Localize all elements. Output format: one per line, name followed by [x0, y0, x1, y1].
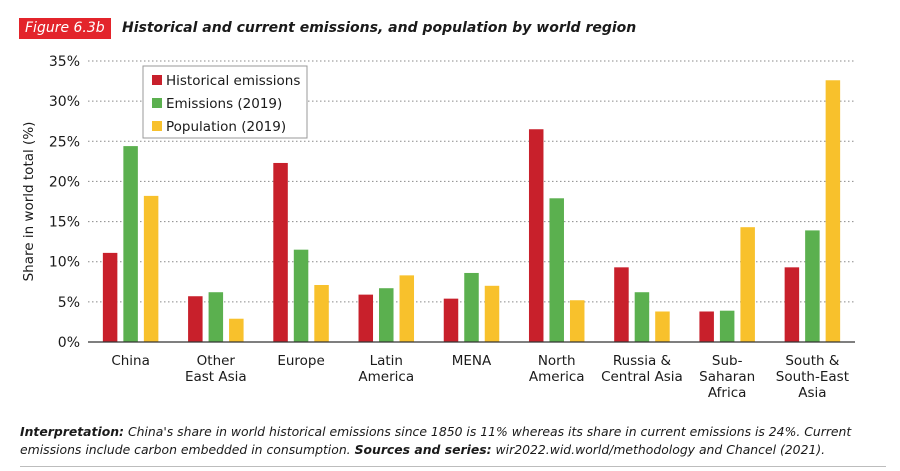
- x-tick-label: Latin America: [358, 353, 414, 385]
- bar: [549, 198, 564, 342]
- sources-text: wir2022.wid.world/methodology and Chance…: [491, 442, 826, 457]
- x-tick-label-line: America: [529, 369, 585, 385]
- chart-title: Historical and current emissions, and po…: [122, 20, 637, 36]
- y-tick-label: 25%: [49, 134, 80, 150]
- x-tick-label-line: Asia: [798, 385, 826, 401]
- y-tick-label: 0%: [58, 335, 80, 351]
- x-tick-label: MENA: [452, 353, 492, 369]
- x-tick-label: Sub-Saharan Africa: [699, 353, 755, 401]
- legend-swatch: [152, 121, 162, 131]
- y-tick-label: 35%: [49, 54, 80, 70]
- bar: [293, 249, 309, 342]
- y-axis-ticks: 0% 5% 10% 15% 20% 25% 30% 35%: [49, 54, 80, 351]
- x-tick-label-line: MENA: [452, 353, 492, 369]
- x-tick-label: Europe: [277, 353, 324, 369]
- x-tick-label-line: Europe: [277, 353, 324, 369]
- legend-label: Population (2019): [166, 119, 286, 135]
- legend-box: [142, 65, 308, 139]
- bar: [464, 272, 479, 342]
- bar: [699, 311, 714, 342]
- interpretation-label: Interpretation:: [20, 424, 124, 439]
- bar: [208, 292, 224, 342]
- bar: [825, 80, 841, 343]
- bar: [229, 318, 244, 342]
- bar: [614, 267, 629, 342]
- bar: [805, 230, 820, 342]
- bar: [740, 227, 755, 342]
- bars: [102, 80, 841, 343]
- footnote: Interpretation: China's share in world h…: [20, 423, 886, 459]
- x-tick-label-line: Other: [197, 353, 236, 369]
- x-tick-label-line: China: [111, 353, 150, 369]
- sources-label: Sources and series:: [354, 442, 492, 457]
- bar: [358, 294, 374, 342]
- x-tick-label-line: North: [538, 353, 576, 369]
- x-tick-label-line: Russia &: [613, 353, 672, 369]
- bar: [528, 129, 544, 342]
- bar: [784, 267, 800, 342]
- legend-label: Emissions (2019): [166, 96, 282, 112]
- x-tick-label-line: Africa: [708, 385, 747, 401]
- bar: [123, 146, 138, 342]
- x-tick-label-line: East Asia: [185, 369, 247, 385]
- y-axis-title: Share in world total (%): [21, 122, 37, 282]
- bottom-rule: [20, 466, 886, 467]
- x-tick-label: China: [111, 353, 150, 369]
- bar: [719, 310, 735, 342]
- y-tick-label: 30%: [49, 94, 80, 110]
- bar: [634, 292, 650, 342]
- bar: [399, 275, 415, 342]
- interpretation-text: China's share in world historical emissi…: [20, 424, 852, 457]
- x-tick-label-line: Sub-: [712, 353, 743, 369]
- x-tick-label: Russia & Central Asia: [601, 353, 683, 385]
- legend-swatch: [152, 75, 162, 85]
- x-tick-label-line: South-East: [776, 369, 849, 385]
- bar: [443, 298, 459, 342]
- bar: [379, 288, 394, 342]
- x-tick-label: North America: [529, 353, 585, 385]
- figure-tag: Figure 6.3b: [19, 18, 111, 39]
- x-tick-label-line: Saharan: [699, 369, 755, 385]
- x-tick-label: Other East Asia: [185, 353, 247, 385]
- bar: [102, 252, 118, 342]
- y-tick-label: 5%: [58, 295, 80, 311]
- x-tick-label: South & South-East Asia: [776, 353, 849, 401]
- legend: Historical emissions Emissions (2019) Popu…: [142, 65, 308, 139]
- bar: [655, 311, 670, 342]
- bar: [143, 195, 159, 342]
- y-tick-label: 10%: [49, 255, 80, 271]
- y-tick-label: 20%: [49, 174, 80, 190]
- x-tick-label-line: Latin: [370, 353, 403, 369]
- bar-chart: 0% 5% 10% 15% 20% 25% 30% 35% China Other East As…: [21, 54, 855, 401]
- legend-swatch: [152, 98, 162, 108]
- bar: [314, 284, 329, 342]
- x-tick-label-line: South &: [785, 353, 840, 369]
- x-tick-label-line: Central Asia: [601, 369, 683, 385]
- legend-label: Historical emissions: [166, 73, 300, 89]
- bar: [273, 162, 288, 342]
- y-tick-label: 15%: [49, 215, 80, 231]
- bar: [188, 296, 203, 342]
- x-tick-label-line: America: [358, 369, 414, 385]
- bar: [569, 300, 585, 342]
- bar: [484, 285, 500, 342]
